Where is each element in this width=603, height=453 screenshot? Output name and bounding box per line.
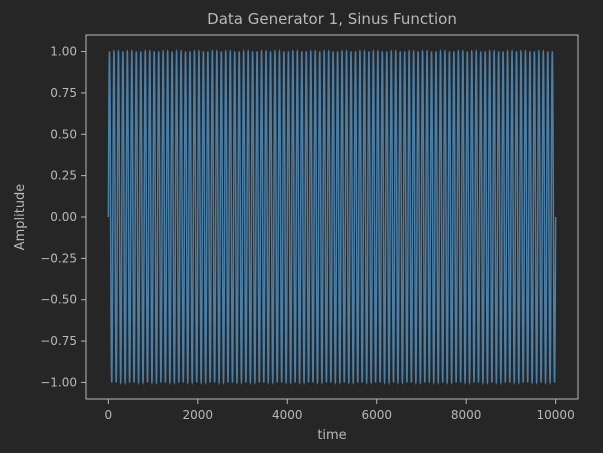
y-axis-label: Amplitude [13,184,28,251]
x-tick-label: 10000 [537,408,575,422]
y-tick-label: −0.50 [40,293,77,307]
x-axis-label: time [317,428,346,443]
y-tick-label: 1.00 [50,45,77,59]
y-tick-label: −0.25 [40,251,77,265]
y-tick-label: −0.75 [40,334,77,348]
axes: 0 2000 4000 6000 8000 10000 1.00 0.75 0.50 0.25 0.… [40,34,579,422]
plot-area [107,49,557,385]
x-tick-label: 2000 [183,408,214,422]
x-tick-label: 4000 [272,408,303,422]
y-tick-label: 0.50 [50,127,77,141]
y-tick-label: −1.00 [40,375,77,389]
chart-title: Data Generator 1, Sinus Function [207,10,457,28]
y-tick-label: 0.25 [50,169,77,183]
series-line-1 [107,49,557,385]
x-tick-label: 6000 [361,408,392,422]
y-tick-label: 0.75 [50,86,77,100]
x-tick-label: 0 [105,408,113,422]
x-tick-label: 8000 [451,408,482,422]
y-tick-label: 0.00 [50,210,77,224]
